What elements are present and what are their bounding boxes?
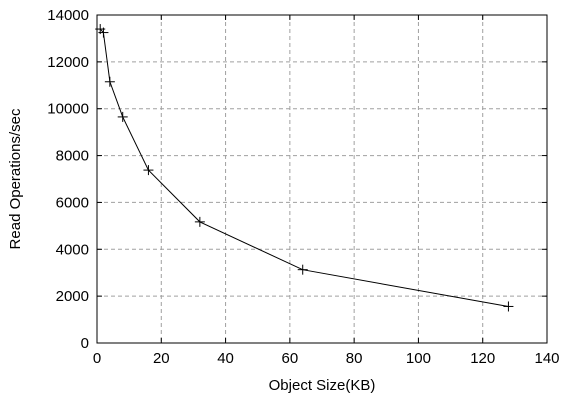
x-tick-label: 100 [406, 350, 431, 367]
y-tick-label: 4000 [56, 241, 89, 258]
grid-lines [97, 15, 547, 343]
y-tick-label: 10000 [47, 101, 89, 118]
series-line [100, 29, 508, 306]
data-point-marker [105, 77, 115, 87]
y-tick-label: 8000 [56, 148, 89, 165]
x-tick-label: 140 [534, 350, 559, 367]
data-point-marker [503, 301, 513, 311]
y-tick-label: 14000 [47, 7, 89, 24]
y-axis-title: Read Operations/sec [7, 108, 24, 249]
data-point-marker [118, 112, 128, 122]
x-axis-title: Object Size(KB) [269, 377, 376, 394]
plot-frame [97, 15, 547, 343]
data-markers [95, 24, 513, 311]
y-tick-label: 0 [81, 335, 89, 352]
x-tick-label: 80 [346, 350, 363, 367]
y-tick-label: 6000 [56, 194, 89, 211]
x-tick-label: 20 [153, 350, 170, 367]
y-tick-labels: 0 2000 4000 6000 8000 10000 12000 14000 [47, 7, 89, 352]
y-tick-label: 2000 [56, 288, 89, 305]
x-tick-label: 0 [93, 350, 101, 367]
data-point-marker [298, 265, 308, 275]
x-tick-label: 120 [470, 350, 495, 367]
y-tick-label: 12000 [47, 54, 89, 71]
x-tick-labels: 0 20 40 60 80 100 120 140 [93, 350, 560, 367]
x-tick-label: 40 [217, 350, 234, 367]
axis-ticks [97, 15, 547, 343]
x-tick-label: 60 [282, 350, 299, 367]
